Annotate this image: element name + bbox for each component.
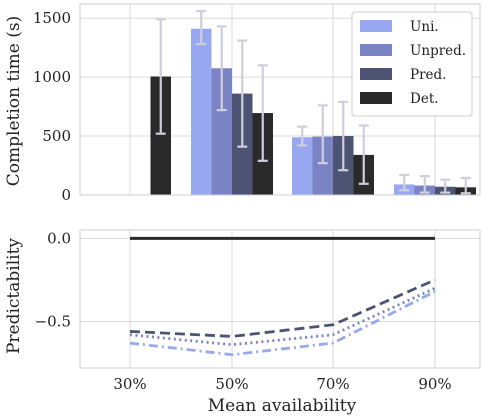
- errorbar-Unpred-90%: [419, 175, 430, 194]
- top-panel-frame: [79, 3, 481, 196]
- legend-label-Pred: Pred.: [410, 67, 446, 83]
- bottom-ylabel: Predictability: [4, 238, 24, 354]
- x-axis-label: Mean availability: [208, 396, 357, 416]
- errorbar-Pred-70%: [338, 100, 349, 172]
- line-Uni: [129, 290, 436, 357]
- top-ytick-label-3: 1500: [33, 9, 71, 27]
- predictability-panel: 0.0 −0.5 30% 50% 70% 90%: [35, 229, 481, 393]
- completion-time-panel: 0 500 1000 1500 Uni. Unpred. Pred. Det.: [33, 3, 481, 204]
- legend: Uni. Unpred. Pred. Det.: [351, 11, 473, 117]
- top-ytick-label-2: 1000: [33, 68, 71, 86]
- errorbar-Uni-70%: [297, 125, 308, 147]
- legend-swatch-Pred: [360, 68, 392, 80]
- line-Pred: [129, 278, 436, 338]
- xtick-label-0: 30%: [113, 375, 146, 393]
- errorbar-Uni-50%: [196, 9, 207, 46]
- errorbar-Uni-90%: [399, 173, 410, 192]
- bottom-ytick-label-0: 0.0: [47, 229, 71, 247]
- legend-swatch-Det: [360, 92, 392, 104]
- errorbar-Unpred-70%: [317, 104, 328, 165]
- legend-label-Uni: Uni.: [410, 19, 439, 35]
- bar-Unpred-50%: [211, 68, 232, 195]
- bar-Det-30%: [150, 76, 171, 195]
- legend-swatch-Unpred: [360, 44, 392, 56]
- errorbar-Pred-90%: [440, 178, 451, 194]
- legend-frame: [351, 11, 473, 117]
- line-Unpred: [129, 286, 436, 347]
- legend-label-Unpred: Unpred.: [410, 43, 466, 59]
- errorbar-Unpred-50%: [216, 25, 227, 112]
- bottom-ytick-label-1: −0.5: [35, 312, 71, 330]
- bar-Uni-70%: [292, 137, 313, 195]
- bottom-panel-frame: [79, 229, 481, 369]
- legend-swatch-Uni: [360, 20, 392, 32]
- errorbar-Det-90%: [460, 176, 471, 195]
- errorbar-Det-70%: [358, 124, 369, 185]
- bar-Unpred-70%: [312, 136, 333, 195]
- errorbar-Det-50%: [257, 64, 268, 162]
- xtick-label-2: 70%: [316, 375, 349, 393]
- errorbar-Det-30%: [155, 18, 166, 135]
- legend-label-Det: Det.: [410, 91, 439, 107]
- xtick-label-1: 50%: [215, 375, 248, 393]
- xtick-label-3: 90%: [418, 375, 451, 393]
- top-ytick-label-0: 0: [61, 186, 71, 204]
- top-ylabel: Completion time (s): [4, 16, 24, 186]
- top-ytick-label-1: 500: [42, 127, 71, 145]
- errorbar-Pred-50%: [237, 39, 248, 148]
- bar-Uni-50%: [191, 28, 212, 195]
